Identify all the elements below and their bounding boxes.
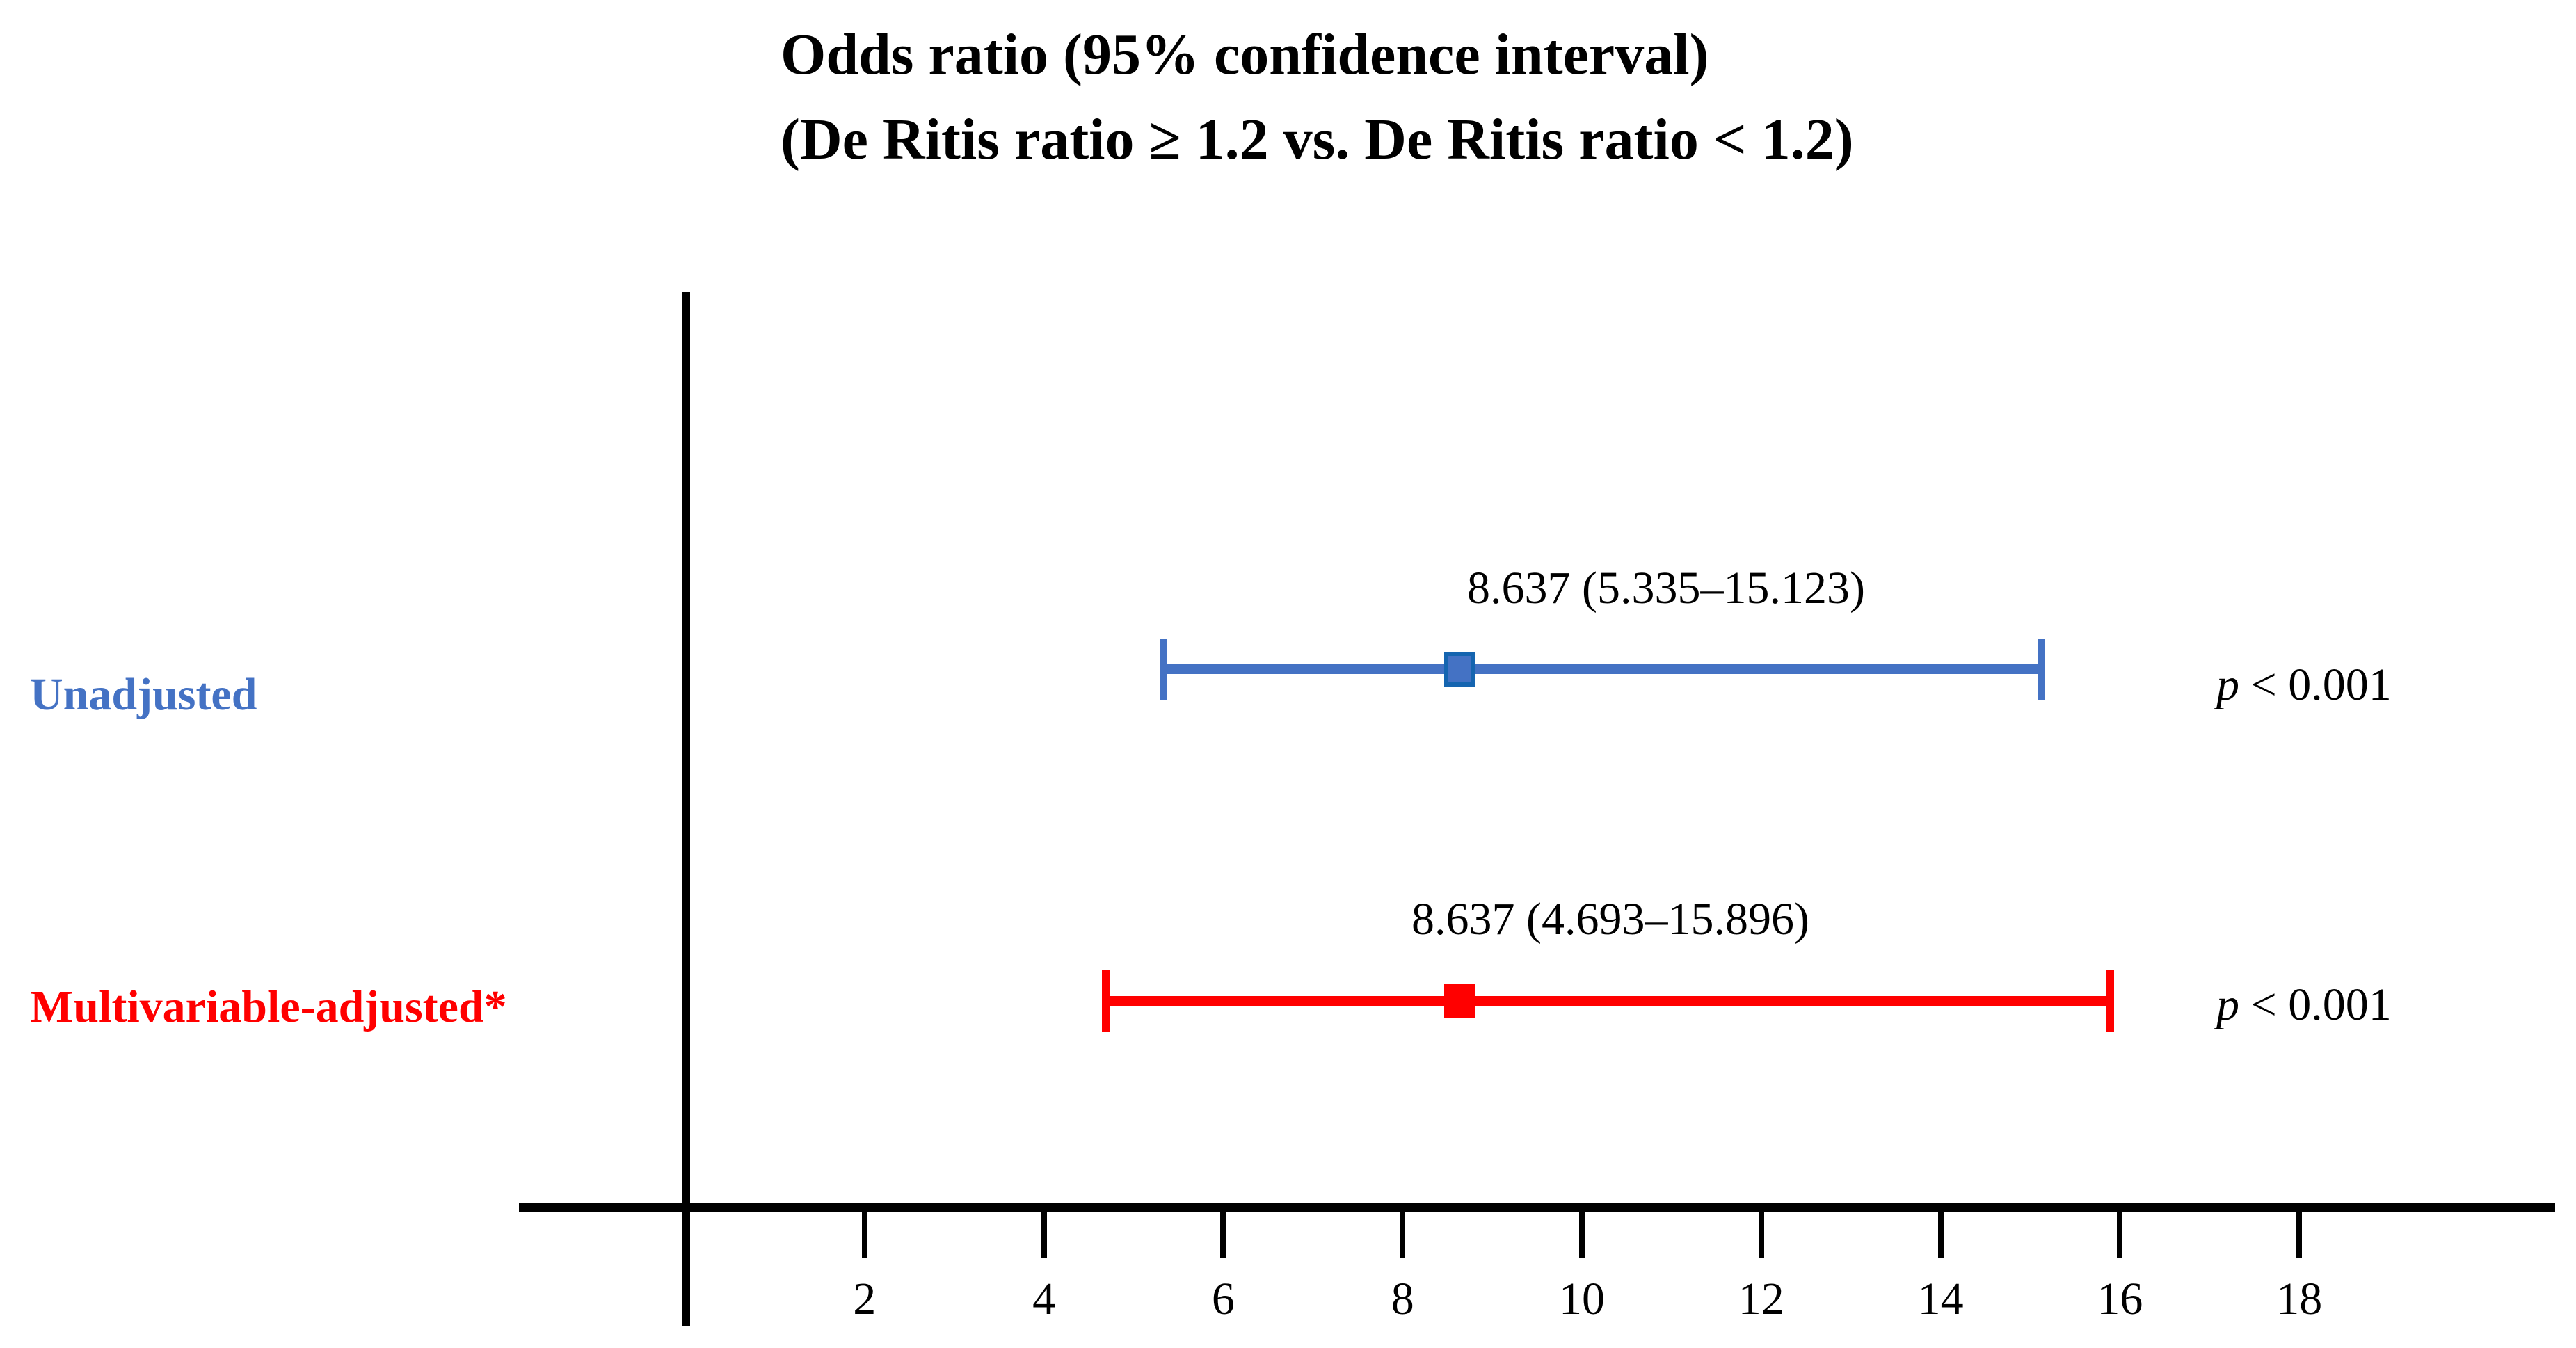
ci-cap-left	[1160, 639, 1168, 700]
x-tick-label: 10	[1559, 1274, 1605, 1324]
x-tick-label: 18	[2276, 1274, 2323, 1324]
y-axis-line	[682, 292, 690, 1326]
x-tick-label: 6	[1211, 1274, 1235, 1324]
x-tick-mark	[1937, 1212, 1944, 1258]
p-value-label: p < 0.001	[2216, 659, 2392, 710]
estimate-label: 8.637 (5.335–15.123)	[1467, 563, 1865, 613]
point-estimate-marker	[1444, 652, 1475, 687]
x-tick-label: 8	[1391, 1274, 1414, 1324]
x-tick-mark	[1041, 1212, 1047, 1258]
chart-title-line2: (De Ritis ratio ≥ 1.2 vs. De Ritis ratio…	[781, 107, 1854, 172]
estimate-label: 8.637 (4.693–15.896)	[1411, 894, 1809, 945]
p-value-label: p < 0.001	[2216, 979, 2392, 1030]
point-estimate-marker	[1444, 984, 1475, 1018]
ci-cap-right	[2106, 970, 2115, 1032]
x-tick-label: 4	[1032, 1274, 1056, 1324]
x-tick-label: 16	[2097, 1274, 2143, 1324]
p-italic: p	[2216, 659, 2239, 710]
ci-line	[1163, 664, 2042, 674]
ci-cap-right	[2037, 639, 2045, 700]
ci-line	[1105, 996, 2111, 1006]
ci-cap-left	[1102, 970, 1110, 1032]
x-tick-mark	[1758, 1212, 1764, 1258]
x-tick-label: 14	[1917, 1274, 1964, 1324]
row-label: Unadjusted	[30, 669, 257, 720]
chart-title-line1: Odds ratio (95% confidence interval)	[781, 22, 1709, 87]
chart-title: Odds ratio (95% confidence interval) (De…	[781, 13, 1854, 182]
p-italic: p	[2216, 979, 2239, 1030]
x-axis-line	[519, 1203, 2555, 1212]
x-tick-mark	[861, 1212, 867, 1258]
x-tick-mark	[1220, 1212, 1226, 1258]
x-tick-mark	[1579, 1212, 1585, 1258]
x-tick-mark	[1400, 1212, 1406, 1258]
x-tick-label: 12	[1738, 1274, 1784, 1324]
x-tick-mark	[2296, 1212, 2303, 1258]
x-tick-mark	[2117, 1212, 2123, 1258]
x-tick-label: 2	[853, 1274, 877, 1324]
row-label: Multivariable-adjusted*	[30, 981, 507, 1032]
